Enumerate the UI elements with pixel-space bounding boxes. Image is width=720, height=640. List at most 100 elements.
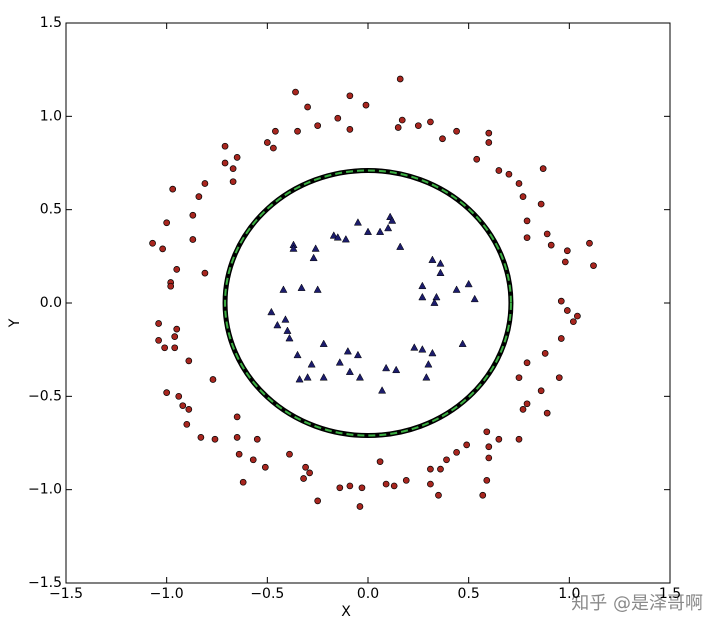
point <box>418 281 427 290</box>
point <box>233 413 241 421</box>
point <box>221 159 229 167</box>
point <box>285 333 294 342</box>
point <box>149 239 156 247</box>
point <box>437 465 444 473</box>
y-tick-label: −1.5 <box>28 575 62 591</box>
point <box>159 245 166 253</box>
point <box>358 484 366 492</box>
point <box>303 373 312 381</box>
y-tick-label: −1.0 <box>28 482 62 498</box>
point <box>523 359 531 367</box>
point <box>273 320 282 329</box>
point <box>543 230 551 238</box>
point <box>362 101 370 109</box>
point <box>537 387 545 395</box>
point <box>363 227 373 235</box>
point <box>211 435 219 443</box>
y-tick-label: 1.0 <box>40 108 62 124</box>
point <box>343 347 352 355</box>
point <box>289 244 298 252</box>
point <box>209 376 217 383</box>
point <box>346 126 354 133</box>
point <box>233 434 241 441</box>
y-tick-label: 0.0 <box>40 295 62 311</box>
point <box>541 350 549 357</box>
point <box>346 92 354 100</box>
point <box>390 482 398 490</box>
point <box>335 358 344 366</box>
point <box>286 450 293 458</box>
point <box>221 142 229 150</box>
point <box>378 386 387 394</box>
point <box>439 135 446 143</box>
point <box>435 491 442 499</box>
point <box>539 165 547 172</box>
x-tick-label: −1.5 <box>49 586 83 602</box>
point <box>485 129 493 137</box>
x-tick-label: −0.5 <box>250 586 284 602</box>
point <box>270 144 277 152</box>
point <box>557 335 565 342</box>
point <box>436 268 445 276</box>
point <box>169 185 177 193</box>
point <box>355 373 364 381</box>
point <box>479 491 487 499</box>
point <box>398 116 406 124</box>
y-tick-label: −0.5 <box>28 388 62 404</box>
point <box>414 122 422 130</box>
y-tick-label: 1.5 <box>40 15 62 31</box>
point <box>422 373 431 381</box>
point <box>557 297 565 305</box>
point <box>537 200 545 208</box>
point <box>463 441 471 449</box>
point <box>195 193 203 200</box>
point <box>394 124 402 131</box>
point <box>229 165 237 172</box>
point <box>483 476 491 484</box>
point <box>333 233 342 241</box>
point <box>356 503 364 510</box>
point <box>402 476 410 484</box>
point <box>485 443 493 451</box>
point <box>263 139 271 146</box>
point <box>189 211 197 219</box>
point <box>410 343 419 351</box>
plot-area <box>65 22 671 584</box>
point <box>590 262 597 270</box>
point <box>345 367 354 375</box>
point <box>453 448 460 456</box>
point <box>309 253 318 262</box>
point <box>272 127 279 135</box>
point <box>376 227 385 235</box>
point <box>353 350 362 359</box>
point <box>563 307 571 314</box>
y-tick-label: 0.5 <box>40 202 62 218</box>
point <box>201 180 209 187</box>
point <box>485 139 493 146</box>
point <box>304 103 311 111</box>
point <box>171 333 179 340</box>
point <box>292 88 299 96</box>
point <box>346 482 354 490</box>
point <box>319 373 328 381</box>
point <box>314 497 322 505</box>
point <box>515 435 523 443</box>
point <box>173 325 181 333</box>
point <box>432 292 441 301</box>
point <box>376 458 384 466</box>
point <box>505 170 513 178</box>
point <box>249 456 257 464</box>
point <box>161 344 169 352</box>
x-tick-label: 0.0 <box>357 586 379 602</box>
point <box>233 154 241 161</box>
point <box>329 231 338 239</box>
point <box>167 282 175 290</box>
point <box>515 374 523 382</box>
point <box>319 339 328 347</box>
point <box>185 406 193 413</box>
point <box>570 318 577 326</box>
point <box>574 312 581 320</box>
point <box>239 478 247 486</box>
decision-boundary <box>224 169 512 437</box>
